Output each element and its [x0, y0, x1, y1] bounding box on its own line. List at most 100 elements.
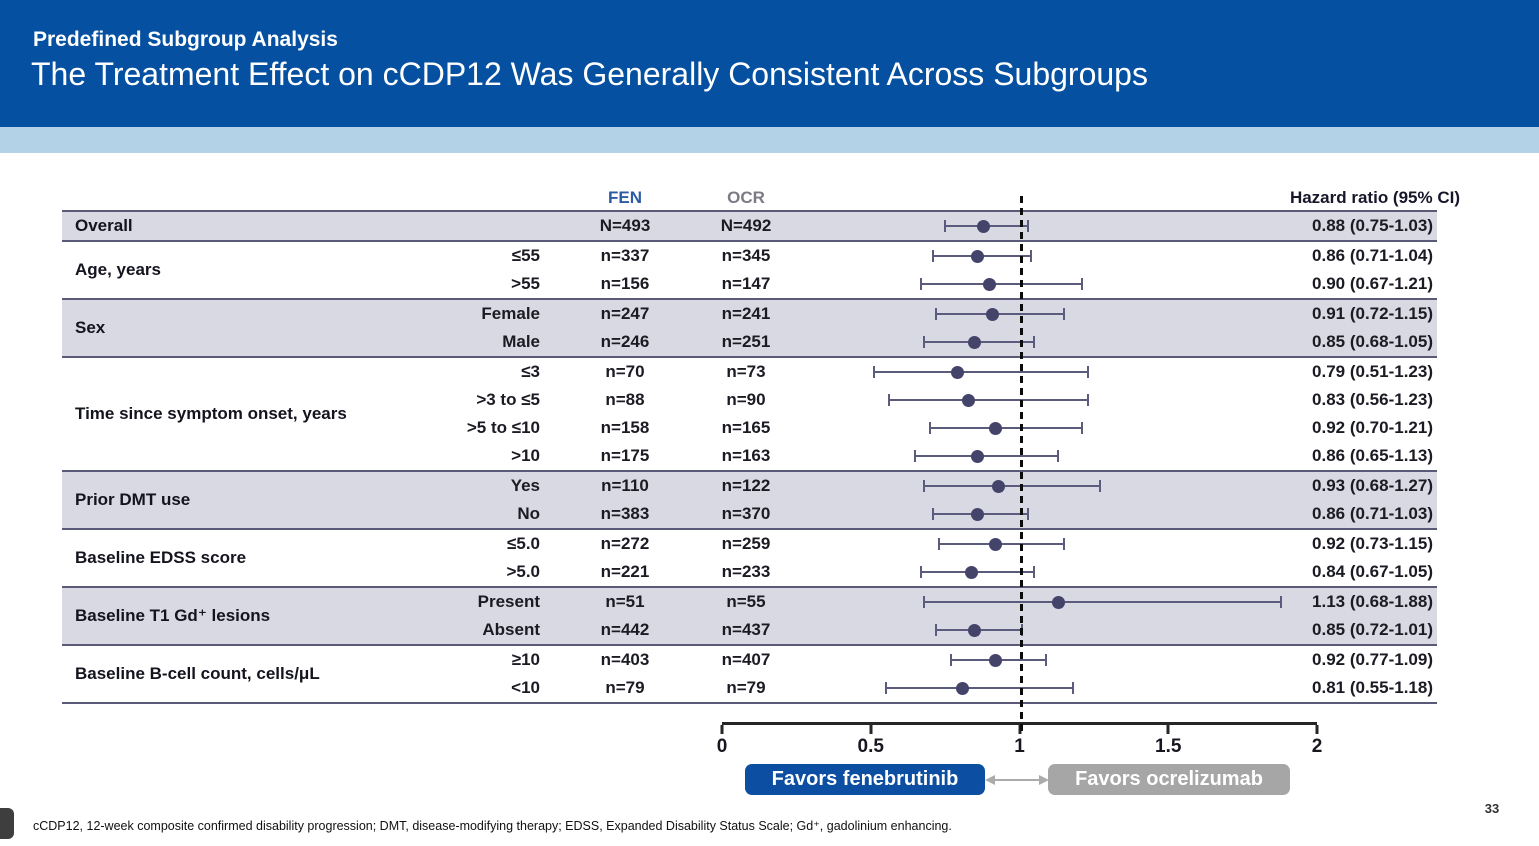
ocr-n-value: n=345: [721, 246, 771, 265]
hazard-ratio-text: 0.85 (0.72-1.01): [1312, 620, 1433, 639]
table-row: ≤3 n=70 n=73 0.79 (0.51-1.23): [62, 358, 1437, 386]
ci-cap-right: [1063, 308, 1066, 320]
ci-cap-left: [872, 366, 875, 378]
ocr-n-value: n=407: [721, 650, 771, 669]
table-row: ≤55 n=337 n=345 0.86 (0.71-1.04): [62, 242, 1437, 270]
hazard-ratio-text: 0.84 (0.67-1.05): [1312, 562, 1433, 581]
hazard-ratio-point: [971, 507, 985, 521]
subgroup-value: Absent: [482, 620, 540, 639]
forest-table: Overall N=493 N=492 0.88 (0.75-1.03) Age, ye…: [62, 210, 1437, 704]
hazard-ratio-point: [956, 681, 970, 695]
confidence-interval-line: [935, 308, 1066, 320]
hazard-ratio-point: [977, 219, 991, 233]
subgroup-label: Baseline T1 Gd⁺ lesions: [75, 606, 271, 625]
subgroup-value: Present: [477, 592, 540, 611]
table-row: Male n=246 n=251 0.85 (0.68-1.05): [62, 328, 1437, 356]
subgroup-value: ≥10: [511, 650, 540, 669]
table-row: Female n=247 n=241 0.91 (0.72-1.15): [62, 300, 1437, 328]
ocr-n-value: n=370: [721, 504, 771, 523]
page-number: 33: [1484, 801, 1500, 816]
subgroup-block: Baseline B-cell count, cells/μL ≥10 n=403 n…: [62, 644, 1437, 704]
hazard-ratio-point: [983, 277, 997, 291]
table-row: >3 to ≤5 n=88 n=90 0.83 (0.56-1.23): [62, 386, 1437, 414]
confidence-interval-line: [887, 394, 1089, 406]
confidence-interval-line: [923, 480, 1101, 492]
subgroup-value: Yes: [510, 476, 540, 495]
ci-cap-left: [944, 220, 947, 232]
hazard-ratio-text: 0.92 (0.77-1.09): [1312, 650, 1433, 669]
ci-cap-right: [1086, 394, 1089, 406]
hazard-ratio-text: 0.86 (0.71-1.04): [1312, 246, 1433, 265]
note-icon: [0, 808, 14, 839]
subgroup-value: Male: [502, 332, 540, 351]
subgroup-value: ≤3: [521, 362, 540, 381]
column-header-hazard-ratio: Hazard ratio (95% CI): [1289, 188, 1460, 207]
ocr-n-value: n=233: [721, 562, 771, 581]
hazard-ratio-text: 0.83 (0.56-1.23): [1312, 390, 1433, 409]
confidence-interval-line: [872, 366, 1089, 378]
confidence-interval-line: [914, 450, 1060, 462]
ci-cap-right: [1080, 278, 1083, 290]
ci-cap-right: [1030, 250, 1033, 262]
subgroup-label: Baseline B-cell count, cells/μL: [75, 664, 320, 683]
hazard-ratio-text: 1.13 (0.68-1.88): [1312, 592, 1433, 611]
subgroup-value: Female: [481, 304, 540, 323]
ci-cap-right: [1072, 682, 1075, 694]
axis-tick: [1315, 725, 1319, 734]
table-row: >55 n=156 n=147 0.90 (0.67-1.21): [62, 270, 1437, 298]
table-row: Absent n=442 n=437 0.85 (0.72-1.01): [62, 616, 1437, 644]
ci-cap-left: [938, 538, 941, 550]
ci-cap-right: [1098, 480, 1101, 492]
subgroup-value: No: [517, 504, 540, 523]
confidence-interval-line: [929, 422, 1083, 434]
subgroup-label: Overall: [75, 216, 133, 235]
ocr-n-value: n=55: [726, 592, 766, 611]
subgroup-block: Baseline EDSS score ≤5.0 n=272 n=259 0.92 (0…: [62, 528, 1437, 586]
ci-cap-left: [923, 480, 926, 492]
header-banner: Predefined Subgroup Analysis The Treatme…: [0, 0, 1539, 127]
hazard-ratio-point: [971, 449, 985, 463]
ci-cap-right: [1033, 566, 1036, 578]
ci-cap-left: [932, 250, 935, 262]
ci-cap-right: [1033, 336, 1036, 348]
axis-tick-label: 2: [1311, 736, 1323, 757]
table-row: Yes n=110 n=122 0.93 (0.68-1.27): [62, 472, 1437, 500]
hazard-ratio-text: 0.91 (0.72-1.15): [1312, 304, 1433, 323]
ocr-n-value: n=147: [721, 274, 771, 293]
hazard-ratio-text: 0.88 (0.75-1.03): [1312, 216, 1433, 235]
ci-cap-left: [914, 450, 917, 462]
subgroup-block: Overall N=493 N=492 0.88 (0.75-1.03): [62, 210, 1437, 240]
table-row: No n=383 n=370 0.86 (0.71-1.03): [62, 500, 1437, 528]
axis-tick-label: 1.5: [1155, 736, 1182, 757]
table-row: >5.0 n=221 n=233 0.84 (0.67-1.05): [62, 558, 1437, 586]
fen-n-value: n=175: [600, 446, 650, 465]
confidence-interval-line: [884, 682, 1075, 694]
favors-arrow-icon: [985, 775, 1049, 785]
ci-cap-left: [950, 654, 953, 666]
fen-n-value: n=88: [605, 390, 645, 409]
subgroup-value: ≤5.0: [507, 534, 540, 553]
fen-n-value: n=442: [600, 620, 650, 639]
ci-cap-right: [1027, 508, 1030, 520]
hazard-ratio-point: [989, 421, 1003, 435]
subgroup-value: >5.0: [506, 562, 540, 581]
table-row: ≥10 n=403 n=407 0.92 (0.77-1.09): [62, 646, 1437, 674]
axis-tick-label: 1: [1014, 736, 1025, 757]
ci-cap-right: [1063, 538, 1066, 550]
fen-n-value: n=403: [600, 650, 650, 669]
header-accent-strip: [0, 127, 1539, 153]
hazard-ratio-text: 0.79 (0.51-1.23): [1312, 362, 1433, 381]
axis-tick: [1018, 725, 1021, 734]
fen-n-value: n=156: [600, 274, 650, 293]
slide-kicker: Predefined Subgroup Analysis: [33, 28, 338, 51]
hazard-ratio-text: 0.93 (0.68-1.27): [1312, 476, 1433, 495]
hazard-ratio-point: [965, 565, 979, 579]
favors-fenebrutinib-label: Favors fenebrutinib: [745, 764, 985, 795]
hazard-ratio-text: 0.90 (0.67-1.21): [1312, 274, 1433, 293]
hazard-ratio-text: 0.86 (0.65-1.13): [1312, 446, 1433, 465]
table-row: <10 n=79 n=79 0.81 (0.55-1.18): [62, 674, 1437, 702]
ocr-n-value: n=259: [721, 534, 771, 553]
hazard-ratio-point: [962, 393, 976, 407]
hazard-ratio-point: [968, 335, 982, 349]
